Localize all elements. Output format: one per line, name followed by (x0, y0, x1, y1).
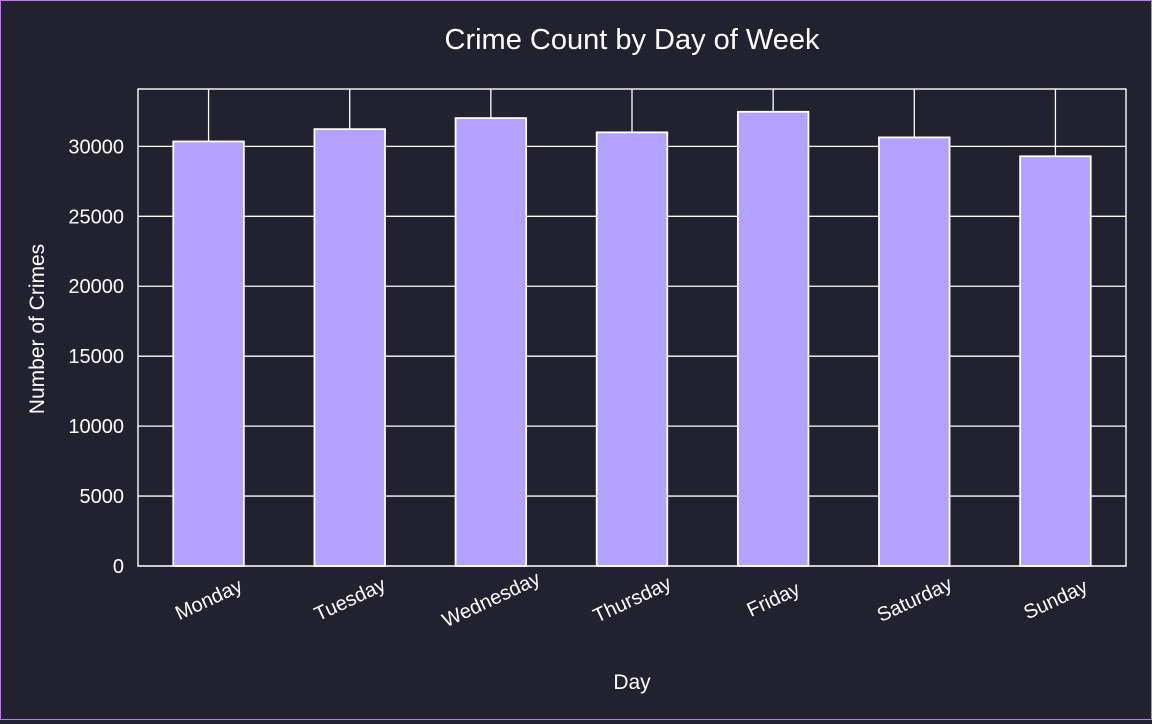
x-tick-label: Thursday (590, 572, 675, 627)
bar-tuesday (313, 128, 386, 567)
x-tick-label: Tuesday (311, 574, 389, 626)
bars (172, 110, 1092, 567)
x-tick-label: Friday (744, 578, 804, 621)
bar-monday (172, 140, 245, 567)
y-tick-label: 0 (113, 556, 124, 578)
y-tick-label: 15000 (68, 346, 124, 368)
x-tick-label: Saturday (874, 573, 956, 627)
plot-area-border (137, 88, 1127, 567)
y-tick-label: 10000 (68, 416, 124, 438)
y-tick-label: 20000 (68, 276, 124, 298)
x-axis-label: Day (613, 671, 651, 694)
x-tick-label: Monday (172, 575, 246, 625)
bar-thursday (595, 131, 669, 567)
bar-saturday (878, 136, 951, 567)
bar-sunday (1019, 155, 1092, 567)
y-tick-label: 5000 (80, 486, 125, 508)
y-tick-labels: 0 5000 10000 15000 20000 25000 30000 (68, 136, 124, 578)
bar-wednesday (454, 117, 528, 567)
y-tick-label: 25000 (68, 206, 124, 228)
y-axis-label: Number of Crimes (26, 244, 49, 414)
x-tick-label: Wednesday (439, 568, 544, 632)
bar-friday (736, 110, 810, 567)
x-tick-labels: Monday Tuesday Wednesday Thursday Friday Satu… (172, 568, 1091, 632)
x-tick-label: Sunday (1020, 576, 1091, 625)
chart-title: Crime Count by Day of Week (445, 24, 820, 56)
y-tick-label: 30000 (68, 136, 124, 158)
